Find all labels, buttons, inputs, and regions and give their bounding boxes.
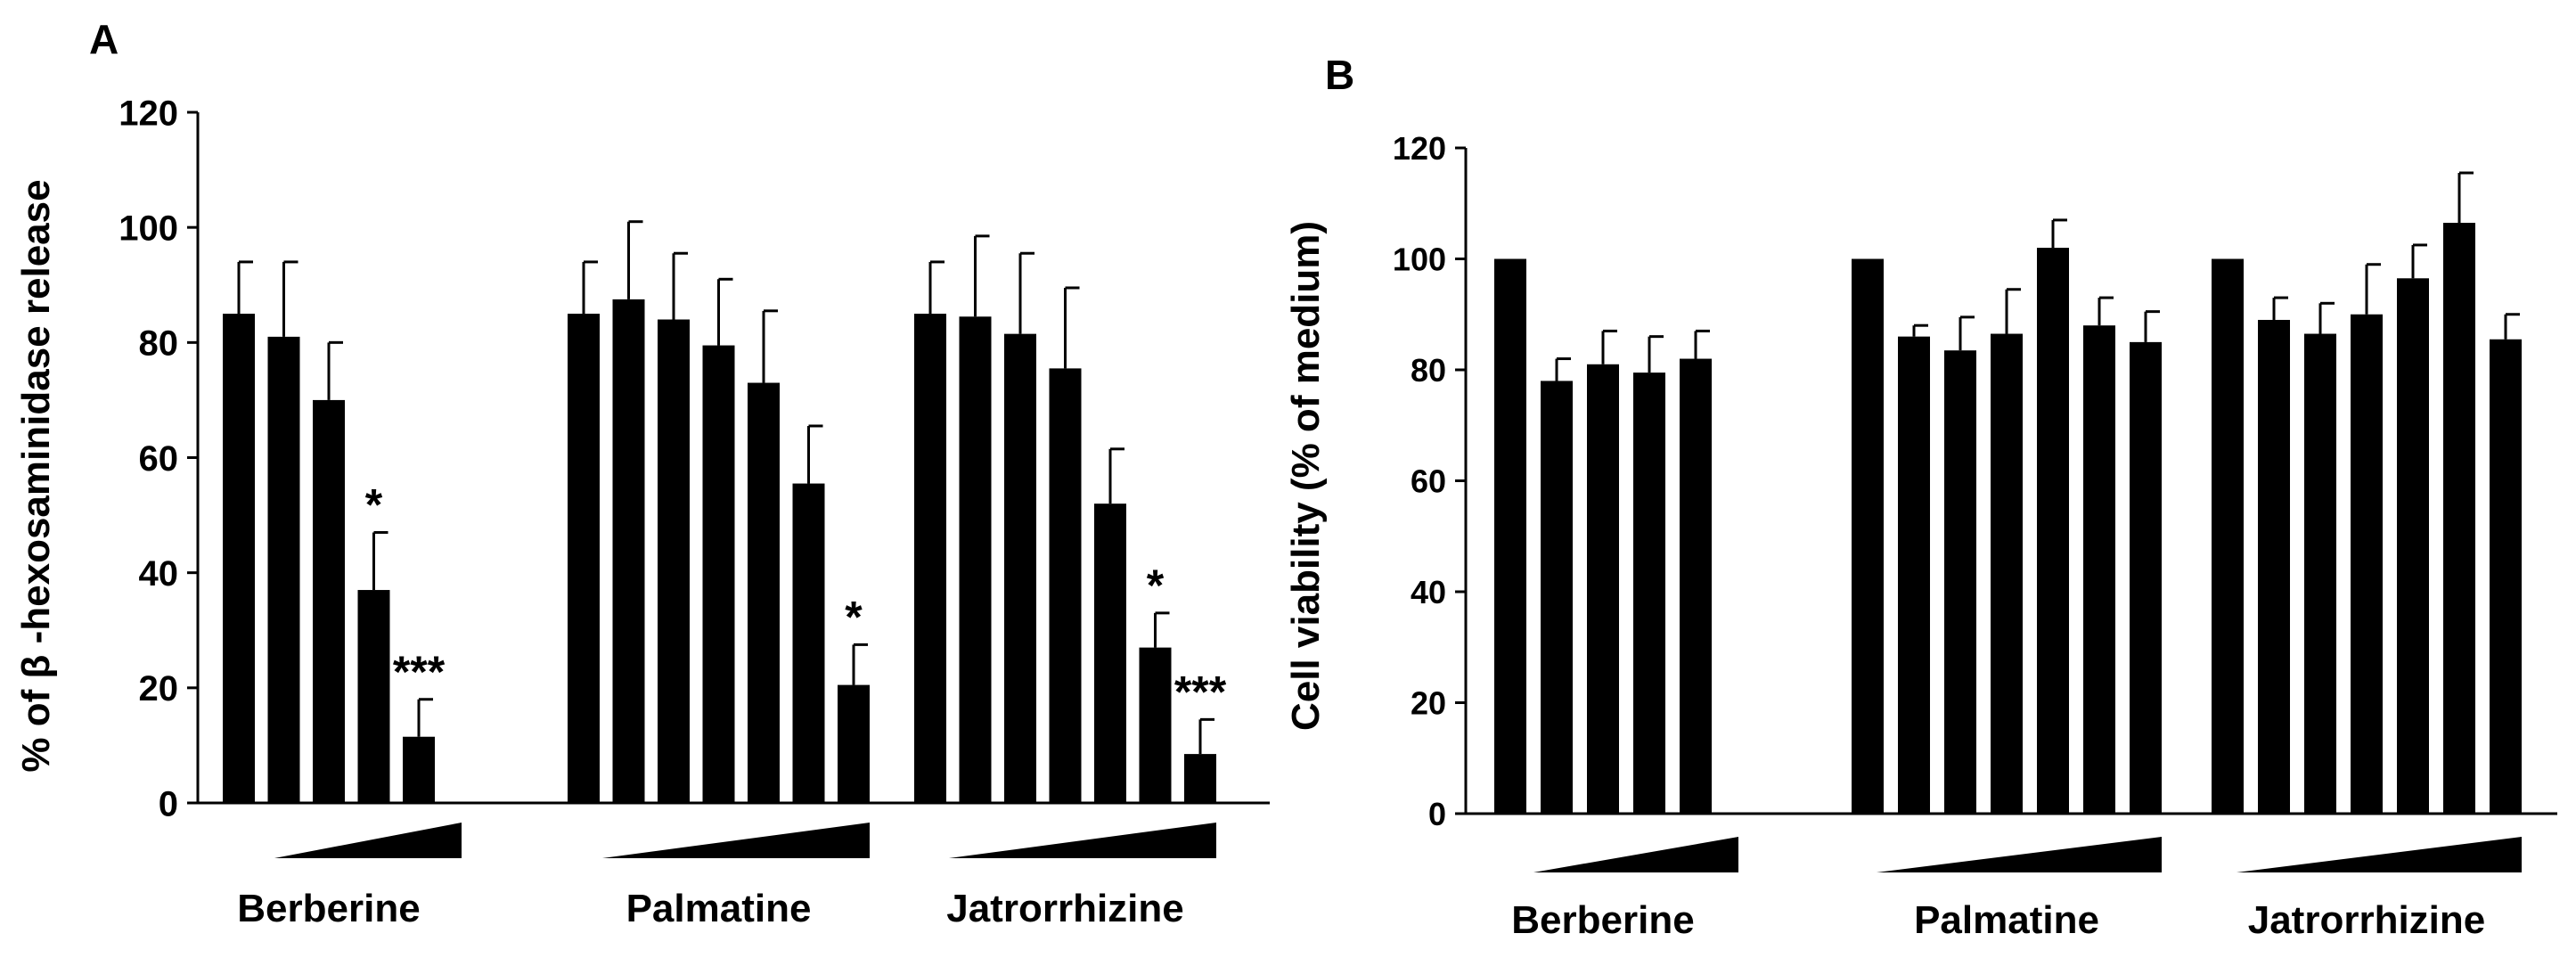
bar [612,299,645,803]
y-tick-label: 120 [1393,130,1446,167]
significance-label: * [365,479,383,529]
bar [2212,258,2244,814]
y-tick-label: 60 [139,439,179,479]
concentration-wedge [274,823,462,858]
y-tick-label: 100 [1393,241,1446,277]
group-label: Berberine [237,887,420,930]
bar [2258,319,2290,815]
bar [403,736,435,803]
panel-b-y-axis-title: Cell viability (% of medium) [1284,221,1328,731]
bar [2083,325,2115,814]
bar [1898,336,1930,814]
bar [2490,339,2522,814]
bar [2130,341,2162,814]
bar [357,590,390,803]
significance-label: *** [1174,667,1227,716]
bar [658,319,690,803]
bar [914,314,946,804]
bar [313,399,345,803]
bar [1094,504,1126,803]
y-tick-label: 0 [159,784,178,823]
bar [1991,333,2023,815]
y-tick-label: 0 [1428,796,1446,832]
panel-a-y-axis-title: % of β -hexosaminidase release [14,179,58,772]
bar [792,483,825,803]
group-label: Berberine [1511,898,1694,942]
y-tick-label: 40 [1411,574,1446,610]
bar [959,316,992,803]
group-label: Jatrorrhizine [946,887,1184,930]
significance-label: * [845,592,863,642]
bar [2397,278,2429,815]
bar [748,382,780,803]
bar [1633,373,1665,814]
bar [702,345,735,803]
concentration-wedge [949,823,1216,858]
bar [1049,368,1082,803]
y-tick-label: 20 [139,669,179,708]
concentration-wedge [1877,837,2162,872]
panel-b-label: B [1325,52,1354,98]
y-tick-label: 80 [1411,352,1446,389]
group-label: Palmatine [626,887,812,930]
y-tick-label: 120 [119,94,178,133]
y-tick-label: 20 [1411,684,1446,721]
bar [568,314,600,804]
bar [1139,647,1172,803]
bar [1944,350,1976,814]
bar [1494,258,1526,814]
y-tick-label: 40 [139,554,179,594]
y-tick-label: 60 [1411,463,1446,499]
bar [2037,248,2069,814]
group-label: Palmatine [1914,898,2099,942]
bar [1680,358,1712,814]
significance-label: * [1147,561,1165,610]
bar [1184,754,1216,803]
y-tick-label: 100 [119,209,178,249]
bar [2443,223,2475,815]
y-tick-label: 80 [139,324,179,364]
bar [1852,258,1884,814]
concentration-wedge [1533,837,1738,872]
panel-a-label: A [89,16,119,62]
panel-a: A % of β -hexosaminidase release 0 20 40 60… [14,16,1270,930]
bar [2304,333,2336,815]
panel-b: B Cell viability (% of medium) 0 20 40 60 80… [1284,52,2557,942]
bar [267,336,300,803]
bar [1004,333,1036,803]
group-label: Jatrorrhizine [2248,898,2486,942]
bar [223,314,255,804]
bar [838,684,870,803]
concentration-wedge [602,823,870,858]
bar [1587,364,1619,814]
bar [2351,314,2383,814]
concentration-wedge [2237,837,2522,872]
significance-label: *** [393,647,446,697]
bar [1541,381,1573,814]
